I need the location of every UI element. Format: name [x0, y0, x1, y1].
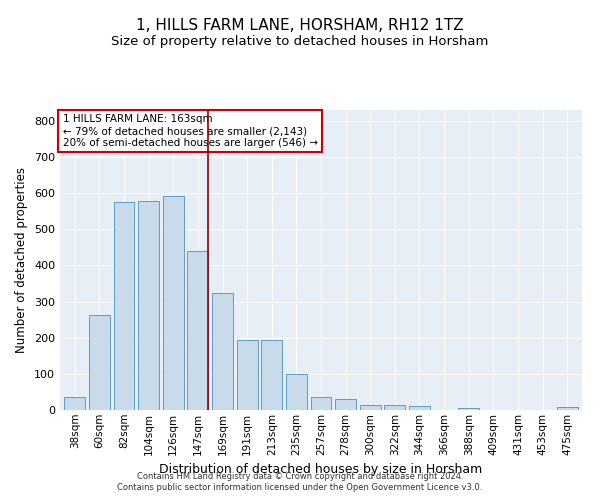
Bar: [409, 406, 430, 410]
Text: Contains HM Land Registry data © Crown copyright and database right 2024.: Contains HM Land Registry data © Crown c…: [137, 472, 463, 481]
Text: 1, HILLS FARM LANE, HORSHAM, RH12 1TZ: 1, HILLS FARM LANE, HORSHAM, RH12 1TZ: [136, 18, 464, 32]
X-axis label: Distribution of detached houses by size in Horsham: Distribution of detached houses by size …: [160, 463, 482, 476]
Bar: [261, 340, 282, 410]
Bar: [163, 196, 184, 410]
Bar: [64, 398, 85, 410]
Bar: [286, 374, 307, 410]
Bar: [557, 408, 578, 410]
Bar: [89, 315, 110, 410]
Bar: [458, 408, 479, 410]
Text: 1 HILLS FARM LANE: 163sqm
← 79% of detached houses are smaller (2,143)
20% of se: 1 HILLS FARM LANE: 163sqm ← 79% of detac…: [62, 114, 317, 148]
Bar: [212, 292, 233, 410]
Bar: [187, 251, 208, 410]
Bar: [335, 399, 356, 410]
Text: Contains public sector information licensed under the Open Government Licence v3: Contains public sector information licen…: [118, 484, 482, 492]
Bar: [236, 340, 257, 410]
Bar: [311, 398, 331, 410]
Text: Size of property relative to detached houses in Horsham: Size of property relative to detached ho…: [112, 35, 488, 48]
Bar: [360, 404, 381, 410]
Bar: [385, 406, 406, 410]
Y-axis label: Number of detached properties: Number of detached properties: [16, 167, 28, 353]
Bar: [113, 202, 134, 410]
Bar: [138, 201, 159, 410]
